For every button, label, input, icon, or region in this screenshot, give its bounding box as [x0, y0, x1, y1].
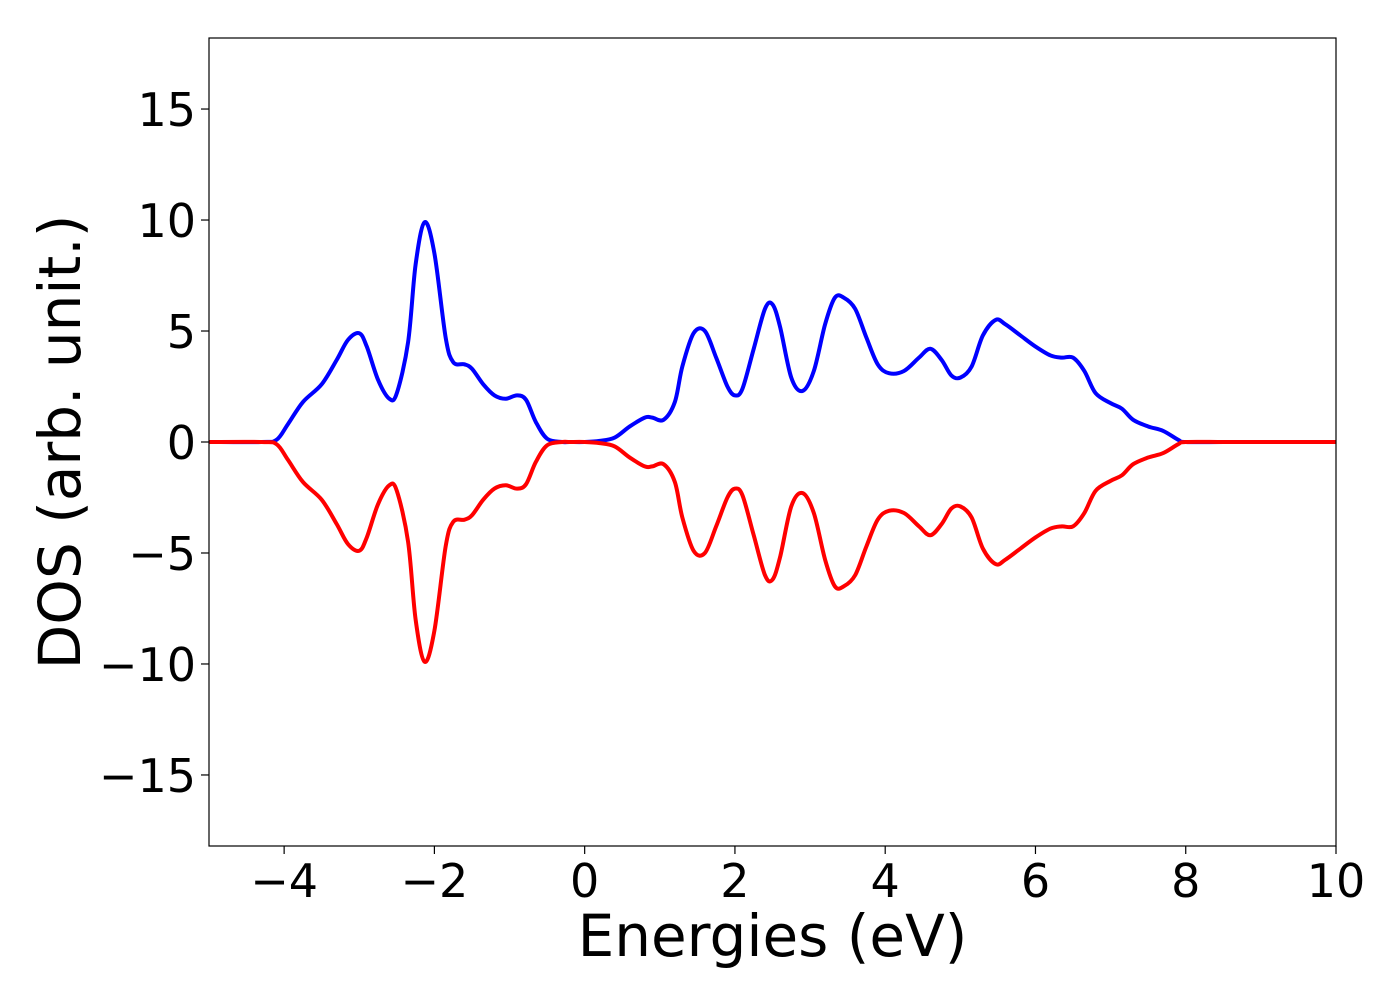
y-tick-label: 5 — [167, 305, 196, 359]
y-tick-label: 10 — [137, 194, 196, 248]
y-tick-label: −15 — [99, 749, 196, 803]
y-axis-label: DOS (arb. unit.) — [26, 215, 94, 670]
y-tick-label: −5 — [128, 527, 196, 581]
x-tick-label: 6 — [1021, 854, 1050, 908]
plot-frame — [208, 37, 1337, 847]
series-lines — [208, 220, 1336, 664]
x-axis-label: Energies (eV) — [578, 902, 968, 970]
x-tick-label: −2 — [400, 854, 468, 908]
y-tick-label: 0 — [167, 416, 196, 470]
x-tick-label: 0 — [570, 854, 599, 908]
x-tick-label: 8 — [1171, 854, 1200, 908]
dos-line-negative — [208, 439, 1336, 664]
y-tick-label: 15 — [137, 83, 196, 137]
x-tick-label: 10 — [1307, 854, 1366, 908]
x-tick-label: 2 — [720, 854, 749, 908]
x-axis-ticks: −4 −2 0 2 4 6 8 10 — [250, 846, 1365, 908]
y-tick-label: −10 — [99, 638, 196, 692]
y-axis-ticks: 15 10 5 0 −5 −10 −15 — [99, 83, 209, 803]
x-tick-label: 4 — [871, 854, 900, 908]
dos-line-positive — [208, 220, 1336, 445]
x-tick-label: −4 — [250, 854, 318, 908]
